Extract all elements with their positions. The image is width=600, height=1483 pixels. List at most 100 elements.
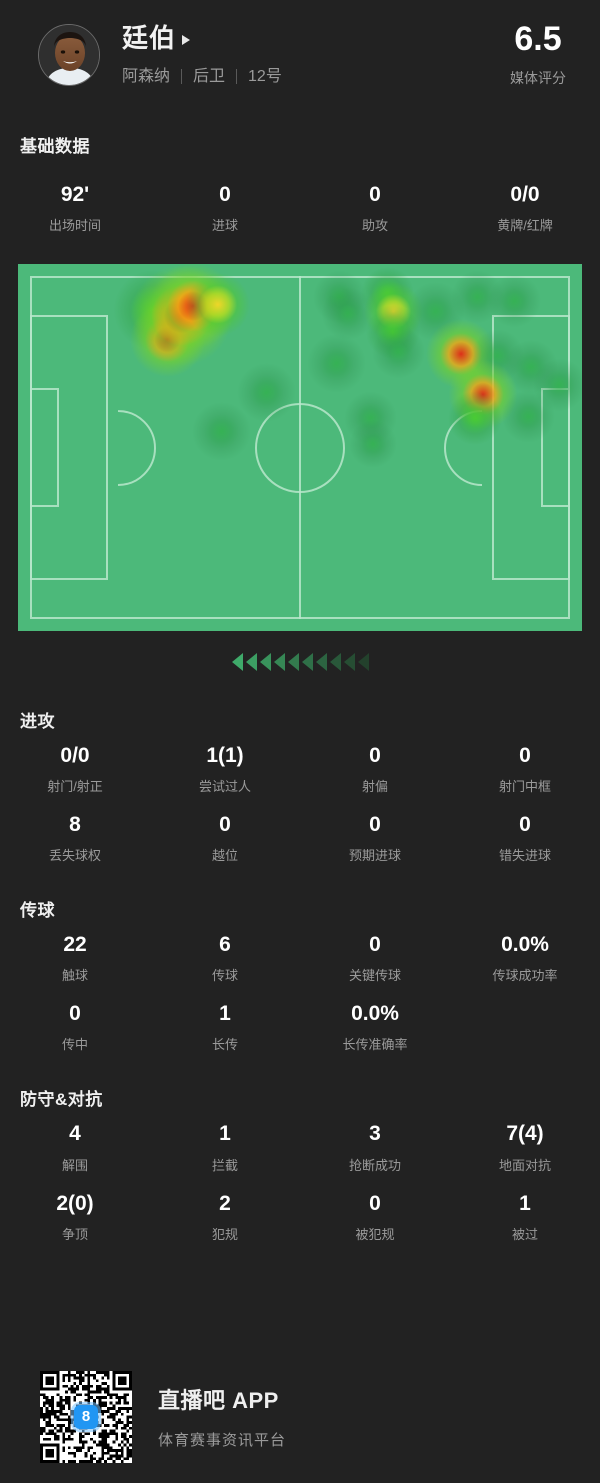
stat-cell: 3 抢断成功 [300,1110,450,1179]
rating-label: 媒体评分 [510,70,566,86]
qr-badge: 8 [74,1404,98,1429]
stat-cell: 0 越位 [150,801,300,870]
rating-value: 6.5 [514,20,562,58]
stat-cell: 0.0% 长传准确率 [300,990,450,1059]
stat-cell: 0.0% 传球成功率 [450,921,600,990]
stat-label: 被犯规 [355,1226,395,1242]
stat-value: 0 [519,744,531,768]
stat-label: 解围 [61,1157,88,1173]
stat-cell: 0 助攻 [300,171,450,240]
stat-value: 0 [369,813,381,837]
stat-value: 0.0% [351,1002,399,1026]
stat-grid-attack: 0/0 射门/射正 1(1) 尝试过人 0 射偏 0 射门中框 8 丢失球权 0 越位 0 预期进球 0 错失… [0,732,600,870]
player-name-row[interactable]: 廷伯 [122,23,510,54]
centre-circle [255,403,345,494]
stat-cell: 8 丢失球权 [0,801,150,870]
stat-label: 地面对抗 [498,1157,551,1173]
stat-value: 0 [369,744,381,768]
stat-grid-passing: 22 触球 6 传球 0 关键传球 0.0% 传球成功率 0 传中 1 长传 0.0% 长传准确率 [0,921,600,1059]
stat-label: 助攻 [361,218,388,234]
stat-cell: 0 预期进球 [300,801,450,870]
stat-value: 0 [219,813,231,837]
stat-label: 长传准确率 [342,1037,408,1053]
stat-label: 射门中框 [498,779,551,795]
stat-label: 预期进球 [348,848,401,864]
stat-label: 传中 [61,1037,88,1053]
chevron-left-icon [357,653,369,672]
stat-cell: 4 解围 [0,1110,150,1179]
stat-value: 0/0 [60,744,90,768]
player-info: 廷伯 阿森纳 后卫 12号 [122,23,510,87]
stat-value: 0 [519,813,531,837]
player-position: 后卫 [193,68,226,86]
avatar[interactable] [38,24,100,86]
chevron-left-icon [287,653,299,672]
stat-value: 0 [69,1002,81,1026]
footer-subtitle: 体育赛事资讯平台 [158,1432,287,1449]
section-title-attack: 进攻 [20,712,55,732]
stat-cell: 0 错失进球 [450,801,600,870]
stat-cell: 7(4) 地面对抗 [450,1110,600,1179]
stat-value: 2 [219,1191,231,1215]
player-meta: 阿森纳 后卫 12号 [122,62,510,86]
stat-cell: 0 传中 [0,990,150,1059]
player-number: 12号 [248,68,282,86]
stat-label: 射门/射正 [47,779,103,795]
stat-value: 2(0) [56,1191,94,1215]
stat-cell: 0 进球 [150,171,300,240]
stat-label: 传球 [211,968,238,984]
player-photo-icon [39,25,99,85]
chevron-left-icon [301,653,313,672]
stat-cell: 0 关键传球 [300,921,450,990]
stat-value: 1 [519,1191,531,1215]
stat-value: 92' [60,183,90,206]
left-six-yard-box [30,388,59,508]
stat-value: 6 [219,933,231,957]
stat-value: 1 [219,1122,231,1146]
stat-value: 7(4) [506,1122,544,1146]
stat-cell: 1(1) 尝试过人 [150,732,300,801]
footer-title: 直播吧 APP [158,1388,279,1413]
rating-block: 6.5 媒体评分 [510,22,576,88]
stat-label: 丢失球权 [48,848,101,864]
stat-value: 0 [369,933,381,957]
section-attack: 进攻 0/0 射门/射正 1(1) 尝试过人 0 射偏 0 射门中框 8 丢失球权 0 越位 0 预期进球… [0,707,600,870]
stat-value: 0 [369,183,381,206]
stat-value: 22 [63,933,87,957]
stat-label: 拦截 [211,1157,238,1173]
section-passing: 传球 22 触球 6 传球 0 关键传球 0.0% 传球成功率 0 传中 1 长传 0.0% 长传准确率 [0,896,600,1059]
stat-label: 尝试过人 [198,779,251,795]
stat-label: 长传 [211,1037,238,1053]
section-basic: 基础数据 92' 出场时间 0 进球 0 助攻 0/0 黄牌/红牌 [0,132,600,240]
stat-value: 1(1) [206,744,244,768]
chevron-left-icon [329,653,341,672]
stat-grid-basic: 92' 出场时间 0 进球 0 助攻 0/0 黄牌/红牌 [0,171,600,240]
stat-label: 争顶 [61,1226,88,1242]
stat-cell: 2(0) 争顶 [0,1180,150,1249]
stat-cell: 92' 出场时间 [0,171,150,240]
chevron-left-icon [273,653,285,672]
stat-label: 传球成功率 [492,968,558,984]
qr-code-icon[interactable]: 8 [40,1370,132,1463]
stat-value: 4 [69,1122,81,1146]
stat-label: 抢断成功 [348,1157,401,1173]
chevron-right-icon [182,34,191,45]
chevron-left-icon [259,653,271,672]
heatmap[interactable] [18,264,582,632]
stat-grid-defense: 4 解围 1 拦截 3 抢断成功 7(4) 地面对抗 2(0) 争顶 2 犯规 0 被犯规 1 被过 [0,1110,600,1248]
stat-value: 1 [219,1002,231,1026]
player-header: 廷伯 阿森纳 后卫 12号 6.5 媒体评分 [0,0,600,110]
stat-label: 进球 [211,218,238,234]
app-promo-footer: 8 直播吧 APP 体育赛事资讯平台 [0,1350,600,1483]
stat-label: 错失进球 [498,848,551,864]
section-title-defense: 防守&对抗 [20,1090,103,1110]
stat-cell: 22 触球 [0,921,150,990]
stat-value: 3 [369,1122,381,1146]
chevron-left-icon [343,653,355,672]
stat-label: 射偏 [361,779,388,795]
stat-cell: 1 长传 [150,990,300,1059]
stat-value: 0 [369,1191,381,1215]
stat-label: 触球 [61,968,88,984]
divider [181,68,183,84]
stat-cell: 1 拦截 [150,1110,300,1179]
